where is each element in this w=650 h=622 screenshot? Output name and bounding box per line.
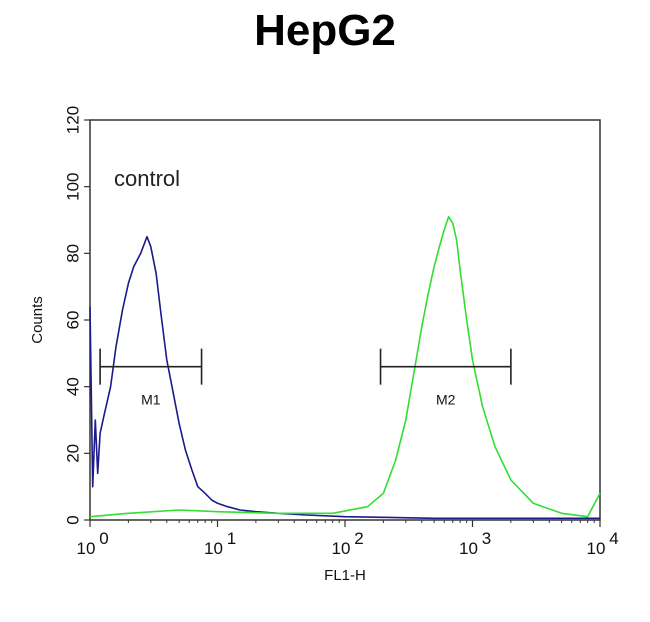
- x-tick-label: 10: [459, 539, 478, 558]
- x-tick-label: 10: [77, 539, 96, 558]
- x-tick-exponent: 3: [482, 529, 491, 548]
- x-tick-exponent: 4: [609, 529, 618, 548]
- series-layer: [89, 215, 601, 520]
- gate-m2-label: M2: [436, 392, 456, 408]
- x-tick-label: 10: [587, 539, 606, 558]
- x-tick-exponent: 2: [354, 529, 363, 548]
- x-tick-exponent: 1: [227, 529, 236, 548]
- y-tick-label: 100: [63, 172, 82, 200]
- control-annotation: control: [114, 166, 180, 191]
- y-tick-label: 80: [63, 244, 82, 263]
- x-tick-label: 10: [204, 539, 223, 558]
- x-tick-label: 10: [332, 539, 351, 558]
- y-tick-label: 120: [63, 106, 82, 134]
- chart-title: HepG2: [254, 6, 396, 55]
- x-axis-label: FL1-H: [324, 567, 366, 584]
- y-axis-label: Counts: [29, 296, 46, 344]
- y-tick-label: 20: [63, 444, 82, 463]
- histogram-series-1: [89, 235, 600, 520]
- histogram-series-2: [89, 215, 601, 518]
- y-tick-label: 0: [63, 515, 82, 524]
- y-tick-label: 40: [63, 377, 82, 396]
- plot-frame: [89, 119, 601, 521]
- gate-layer: M1 M2: [99, 348, 512, 408]
- gate-m1-label: M1: [141, 392, 161, 408]
- x-tick-exponent: 0: [99, 529, 108, 548]
- y-tick-label: 60: [63, 311, 82, 330]
